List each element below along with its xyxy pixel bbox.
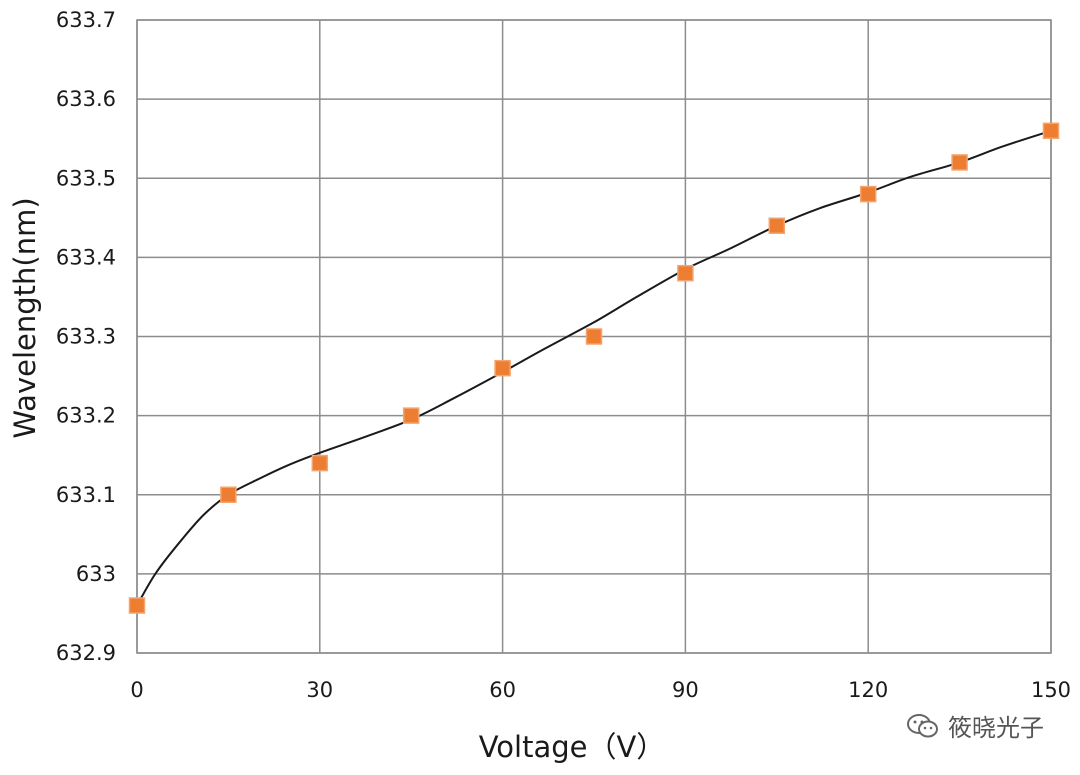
y-tick-label: 633 bbox=[76, 562, 116, 586]
x-tick-label: 90 bbox=[672, 678, 699, 702]
points-layer bbox=[128, 122, 1060, 614]
plot-frame bbox=[136, 19, 1052, 654]
x-tick-label: 30 bbox=[306, 678, 333, 702]
y-tick-label: 632.9 bbox=[56, 641, 116, 665]
data-point bbox=[859, 185, 877, 203]
wechat-icon bbox=[906, 712, 940, 740]
data-point bbox=[677, 264, 694, 282]
data-point bbox=[1042, 122, 1060, 140]
data-point bbox=[402, 407, 420, 424]
y-tick-label: 633.5 bbox=[56, 166, 116, 190]
y-tick-label: 633.4 bbox=[56, 245, 116, 269]
y-tick-label: 633.1 bbox=[56, 483, 116, 507]
y-tick-label: 633.6 bbox=[56, 87, 116, 111]
y-tick-label: 633.3 bbox=[56, 325, 116, 349]
data-point bbox=[311, 454, 329, 472]
data-point bbox=[128, 597, 146, 614]
watermark: 筱晓光子 bbox=[906, 708, 1044, 743]
data-point bbox=[494, 359, 511, 377]
x-tick-label: 120 bbox=[848, 678, 888, 702]
x-tick-labels: 0 30 60 90 120 150 bbox=[130, 678, 1071, 702]
data-point bbox=[220, 486, 237, 503]
y-tick-label: 633.7 bbox=[56, 8, 116, 32]
y-tick-labels: 632.9 633 633.1 633.2 633.3 633.4 633.5 633.6 63… bbox=[56, 8, 116, 665]
x-axis-title: Voltage（V） bbox=[479, 730, 666, 764]
x-tick-label: 150 bbox=[1031, 678, 1071, 702]
trend-line bbox=[136, 129, 1052, 606]
x-tick-label: 0 bbox=[130, 678, 143, 702]
data-point bbox=[768, 217, 786, 234]
y-axis-title: Wavelength(nm) bbox=[8, 197, 42, 438]
data-point bbox=[585, 328, 603, 345]
data-point bbox=[951, 154, 968, 171]
x-tick-label: 60 bbox=[489, 678, 516, 702]
y-tick-label: 633.2 bbox=[56, 404, 116, 428]
watermark-text: 筱晓光子 bbox=[948, 714, 1044, 742]
